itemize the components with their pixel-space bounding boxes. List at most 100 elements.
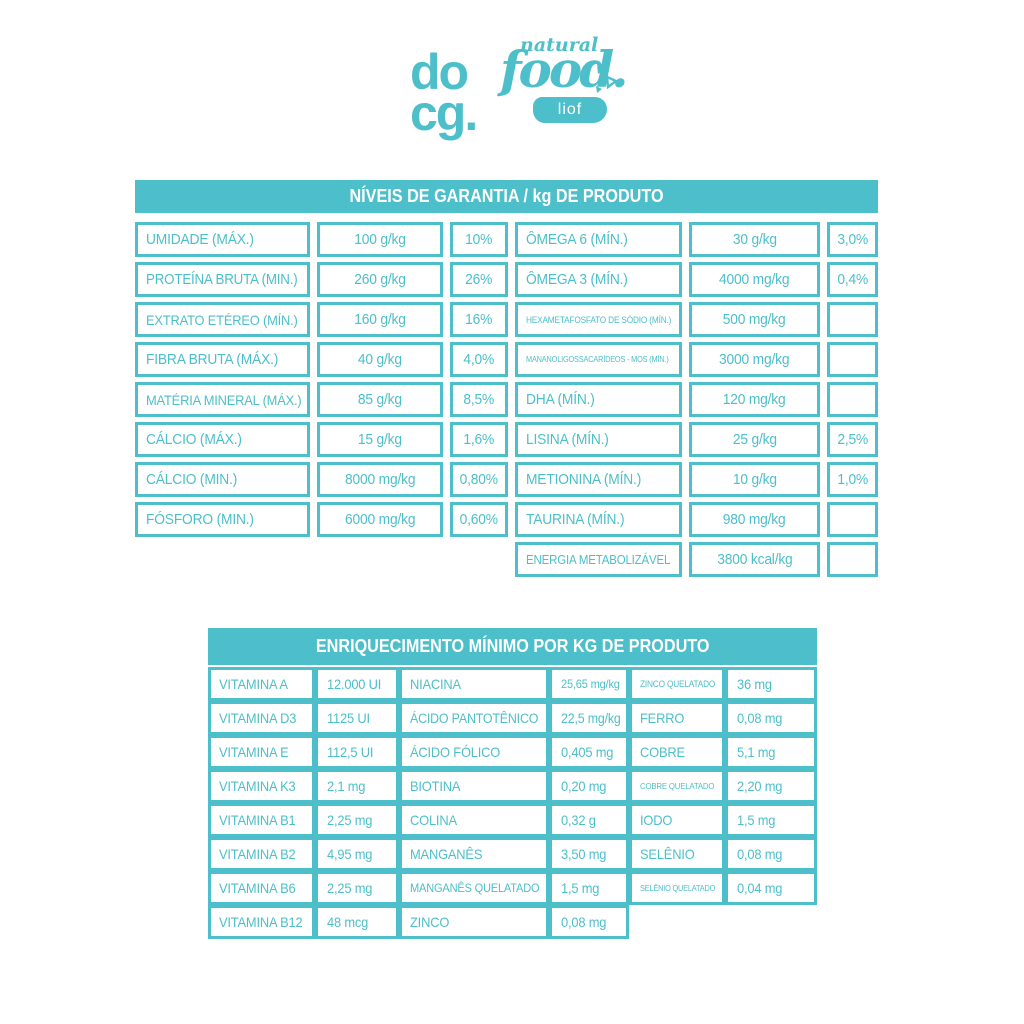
brand-logo: do cg. natural food. liof — [398, 30, 638, 145]
cell-value: 3800 kcal/kg — [689, 542, 820, 577]
cell-percent: 4,0% — [450, 342, 508, 377]
cell-value: 48 mcg — [315, 905, 399, 939]
cell-value: 0,08 mg — [725, 837, 817, 871]
cell-label: ÔMEGA 6 (MÍN.) — [515, 222, 682, 257]
cell-value: 10 g/kg — [689, 462, 820, 497]
cell-percent — [827, 542, 878, 577]
cell-value: 30 g/kg — [689, 222, 820, 257]
cell-label: MANGANÊS — [399, 837, 549, 871]
cell-label: VITAMINA B6 — [208, 871, 315, 905]
cell-percent: 26% — [450, 262, 508, 297]
cell-value: 25,65 mg/kg — [549, 667, 629, 701]
cell-value: 0,20 mg — [549, 769, 629, 803]
cell-label: ÔMEGA 3 (MÍN.) — [515, 262, 682, 297]
cell-value: 0,405 mg — [549, 735, 629, 769]
cell-percent: 3,0% — [827, 222, 878, 257]
cell-percent: 2,5% — [827, 422, 878, 457]
cell-value: 3,50 mg — [549, 837, 629, 871]
cell-label: VITAMINA K3 — [208, 769, 315, 803]
cell-label: SELÊNIO QUELATADO — [629, 871, 725, 905]
cell-percent: 1,6% — [450, 422, 508, 457]
cell-value: 6000 mg/kg — [317, 502, 443, 537]
cell-label: VITAMINA B2 — [208, 837, 315, 871]
cell-label: VITAMINA E — [208, 735, 315, 769]
guarantee-table-title: NÍVEIS DE GARANTIA / kg DE PRODUTO — [135, 180, 878, 213]
cell-label: MANANOLIGOSSACARÍDEOS - MOS (MÍN.) — [515, 342, 682, 377]
cell-value: 1,5 mg — [725, 803, 817, 837]
cell-label: PROTEÍNA BRUTA (MIN.) — [135, 262, 310, 297]
cell-label: LISINA (MÍN.) — [515, 422, 682, 457]
cell-label: FIBRA BRUTA (MÁX.) — [135, 342, 310, 377]
cell-percent — [827, 342, 878, 377]
cell-percent — [827, 502, 878, 537]
cell-value: 0,08 mg — [549, 905, 629, 939]
guarantee-right-grid: ÔMEGA 6 (MÍN.) 30 g/kg 3,0% ÔMEGA 3 (MÍN… — [515, 222, 878, 577]
cell-value: 0,04 mg — [725, 871, 817, 905]
cell-label: METIONINA (MÍN.) — [515, 462, 682, 497]
cell-value: 5,1 mg — [725, 735, 817, 769]
cell-value: 85 g/kg — [317, 382, 443, 417]
cell-value: 980 mg/kg — [689, 502, 820, 537]
guarantee-table: NÍVEIS DE GARANTIA / kg DE PRODUTO UMIDA… — [135, 180, 878, 577]
cell-value: 12.000 UI — [315, 667, 399, 701]
cell-label: VITAMINA A — [208, 667, 315, 701]
cell-value: 112,5 UI — [315, 735, 399, 769]
cell-value: 260 g/kg — [317, 262, 443, 297]
wordmark: do cg. — [410, 47, 478, 141]
cell-percent: 0,4% — [827, 262, 878, 297]
empty-cell — [629, 905, 725, 939]
cell-label: FÓSFORO (MIN.) — [135, 502, 310, 537]
cell-label: COBRE — [629, 735, 725, 769]
cell-value: 120 mg/kg — [689, 382, 820, 417]
cell-label: DHA (MÍN.) — [515, 382, 682, 417]
cell-label: ZINCO — [399, 905, 549, 939]
cell-label: BIOTINA — [399, 769, 549, 803]
cell-value: 100 g/kg — [317, 222, 443, 257]
cell-value: 40 g/kg — [317, 342, 443, 377]
liof-badge-label: liof — [557, 101, 583, 118]
cell-percent: 0,80% — [450, 462, 508, 497]
cell-value: 500 mg/kg — [689, 302, 820, 337]
liof-badge: liof — [533, 97, 607, 123]
cell-value: 22,5 mg/kg — [549, 701, 629, 735]
cell-value: 2,25 mg — [315, 803, 399, 837]
cell-value: 3000 mg/kg — [689, 342, 820, 377]
cell-percent: 1,0% — [827, 462, 878, 497]
cell-percent: 16% — [450, 302, 508, 337]
cell-label: VITAMINA D3 — [208, 701, 315, 735]
cell-value: 2,20 mg — [725, 769, 817, 803]
cell-label: CÁLCIO (MIN.) — [135, 462, 310, 497]
cell-label: VITAMINA B12 — [208, 905, 315, 939]
cell-label: VITAMINA B1 — [208, 803, 315, 837]
cell-percent: 8,5% — [450, 382, 508, 417]
guarantee-left-grid: UMIDADE (MÁX.) 100 g/kg 10% PROTEÍNA BRU… — [135, 222, 508, 537]
cell-label: ENERGIA METABOLIZÁVEL — [515, 542, 682, 577]
cell-label: FERRO — [629, 701, 725, 735]
wordmark-line2: cg. — [410, 85, 478, 141]
cell-label: ZINCO QUELATADO — [629, 667, 725, 701]
cell-label: ÁCIDO FÓLICO — [399, 735, 549, 769]
empty-cell — [725, 905, 817, 939]
cell-label: CÁLCIO (MÁX.) — [135, 422, 310, 457]
cell-value: 0,32 g — [549, 803, 629, 837]
cell-percent — [827, 382, 878, 417]
cell-value: 1,5 mg — [549, 871, 629, 905]
cell-label: MATÉRIA MINERAL (MÁX.) — [135, 382, 310, 417]
cell-value: 2,1 mg — [315, 769, 399, 803]
enrichment-table: ENRIQUECIMENTO MÍNIMO POR KG DE PRODUTO … — [208, 628, 817, 939]
cell-value: 15 g/kg — [317, 422, 443, 457]
cell-label: COLINA — [399, 803, 549, 837]
cell-value: 0,08 mg — [725, 701, 817, 735]
cell-value: 4,95 mg — [315, 837, 399, 871]
cell-value: 36 mg — [725, 667, 817, 701]
cell-label: TAURINA (MÍN.) — [515, 502, 682, 537]
cell-percent: 10% — [450, 222, 508, 257]
cell-label: EXTRATO ETÉREO (MÍN.) — [135, 302, 310, 337]
natural-script-text: natural — [520, 34, 599, 56]
cell-percent — [827, 302, 878, 337]
cell-value: 2,25 mg — [315, 871, 399, 905]
cell-label: HEXAMETAFOSFATO DE SÓDIO (MÍN.) — [515, 302, 682, 337]
cell-label: ÁCIDO PANTOTÊNICO — [399, 701, 549, 735]
cell-value: 4000 mg/kg — [689, 262, 820, 297]
cell-percent: 0,60% — [450, 502, 508, 537]
